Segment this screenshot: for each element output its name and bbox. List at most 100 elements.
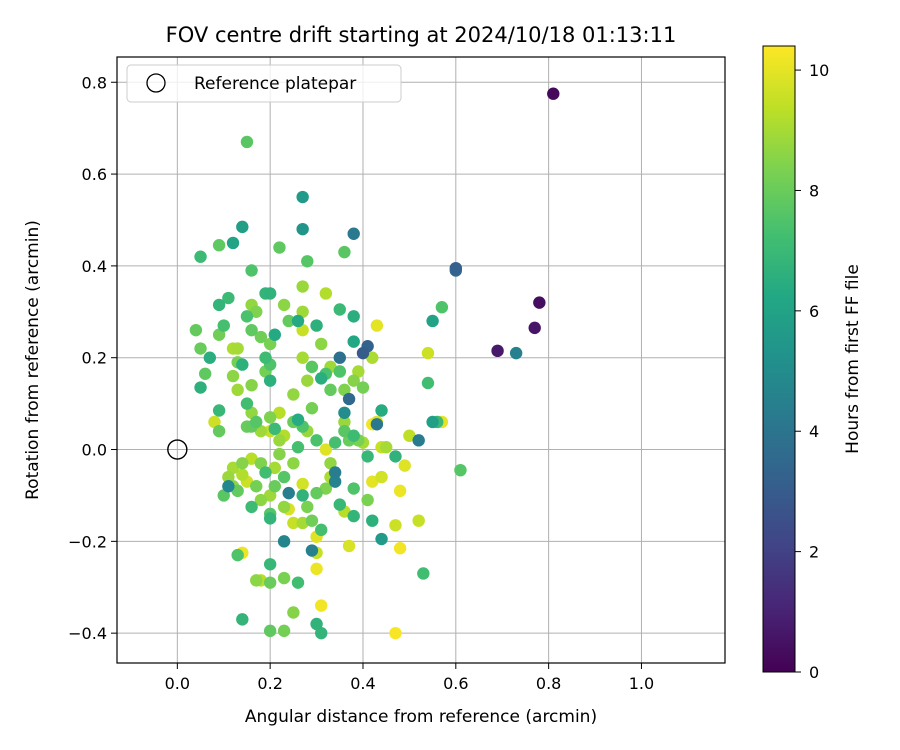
legend-box bbox=[126, 64, 402, 103]
data-point bbox=[296, 305, 309, 318]
data-point bbox=[366, 475, 379, 488]
data-point bbox=[291, 441, 305, 454]
data-point bbox=[328, 436, 342, 449]
data-point bbox=[319, 443, 333, 456]
data-point bbox=[366, 514, 379, 527]
data-point bbox=[291, 314, 305, 328]
data-point bbox=[315, 626, 328, 640]
data-point bbox=[282, 486, 295, 500]
data-point bbox=[338, 406, 351, 419]
data-point bbox=[226, 236, 240, 250]
data-point bbox=[338, 383, 351, 397]
data-point bbox=[236, 220, 249, 234]
data-point bbox=[301, 255, 314, 268]
data-point bbox=[379, 441, 393, 454]
y-tick-label: 0.6 bbox=[82, 165, 107, 184]
data-point bbox=[389, 450, 402, 463]
data-point bbox=[245, 406, 258, 419]
reference-marker-layer bbox=[167, 439, 188, 460]
reference-legend-marker-icon bbox=[146, 73, 166, 93]
data-point bbox=[547, 87, 560, 100]
data-point bbox=[417, 567, 430, 580]
colorbar: 0 2 4 6 8 10 Hours from first FF file bbox=[762, 45, 863, 682]
data-point bbox=[347, 429, 360, 442]
data-point bbox=[389, 519, 402, 532]
data-point bbox=[236, 468, 249, 481]
data-point bbox=[245, 452, 258, 465]
data-point bbox=[268, 461, 282, 475]
x-tick-label: 0.2 bbox=[257, 674, 282, 693]
data-point bbox=[277, 571, 291, 585]
data-point bbox=[268, 480, 282, 493]
data-point bbox=[245, 323, 258, 337]
data-point bbox=[250, 480, 263, 493]
data-point bbox=[217, 319, 230, 332]
x-axis-label: Angular distance from reference (arcmin) bbox=[245, 707, 597, 727]
data-point bbox=[421, 346, 435, 360]
data-point bbox=[315, 599, 328, 612]
data-point bbox=[347, 374, 360, 387]
colorbar-tick-label: 4 bbox=[809, 422, 819, 441]
data-point bbox=[217, 489, 230, 502]
data-point bbox=[338, 415, 351, 429]
colorbar-tick-label: 8 bbox=[809, 181, 819, 200]
data-point bbox=[208, 415, 221, 429]
data-point bbox=[263, 411, 277, 424]
data-point bbox=[296, 516, 309, 530]
data-point bbox=[352, 365, 365, 378]
data-point bbox=[296, 222, 309, 236]
data-point bbox=[361, 493, 374, 507]
data-point bbox=[301, 374, 314, 387]
y-tick-label: −0.2 bbox=[68, 532, 107, 551]
data-point bbox=[333, 303, 346, 316]
data-point bbox=[198, 367, 212, 380]
data-point bbox=[263, 624, 277, 638]
data-point bbox=[338, 424, 351, 438]
colorbar-tick-label: 0 bbox=[809, 663, 819, 682]
data-point bbox=[222, 470, 235, 484]
data-point bbox=[366, 351, 379, 364]
data-point bbox=[338, 245, 351, 259]
data-point bbox=[333, 365, 346, 378]
data-point bbox=[533, 296, 546, 309]
data-point bbox=[310, 319, 323, 332]
data-point bbox=[356, 346, 370, 360]
data-point bbox=[370, 418, 384, 431]
data-point bbox=[254, 330, 268, 344]
data-point bbox=[254, 493, 268, 507]
x-tick-label: 0.4 bbox=[350, 674, 375, 693]
data-point bbox=[277, 535, 291, 548]
data-point bbox=[301, 500, 314, 514]
data-point bbox=[263, 512, 277, 525]
data-point bbox=[236, 613, 249, 626]
data-point bbox=[296, 280, 309, 293]
data-point bbox=[212, 328, 226, 341]
data-point bbox=[236, 457, 249, 470]
data-point bbox=[268, 328, 282, 341]
data-point bbox=[222, 480, 235, 493]
data-point bbox=[250, 415, 263, 429]
y-tick-label: 0.2 bbox=[82, 349, 107, 368]
data-point bbox=[296, 323, 309, 337]
data-point bbox=[375, 470, 388, 484]
x-tick-label: 1.0 bbox=[629, 674, 654, 693]
data-point bbox=[412, 514, 425, 527]
data-point bbox=[268, 422, 282, 436]
grid bbox=[117, 57, 725, 663]
data-point bbox=[347, 310, 360, 323]
data-point bbox=[226, 461, 240, 475]
data-point bbox=[491, 344, 504, 358]
data-point bbox=[287, 606, 300, 619]
data-point bbox=[277, 500, 291, 514]
data-point bbox=[194, 250, 207, 263]
data-point bbox=[240, 397, 254, 410]
y-axis: −0.4 −0.2 0.0 0.2 0.4 0.6 0.8 bbox=[68, 73, 117, 643]
data-point bbox=[426, 415, 439, 429]
data-point bbox=[328, 466, 342, 479]
data-point bbox=[328, 475, 342, 488]
data-point bbox=[231, 484, 244, 498]
chart-title: FOV centre drift starting at 2024/10/18 … bbox=[166, 23, 677, 47]
data-points bbox=[189, 87, 560, 640]
data-point bbox=[342, 392, 356, 406]
data-point bbox=[449, 261, 463, 275]
